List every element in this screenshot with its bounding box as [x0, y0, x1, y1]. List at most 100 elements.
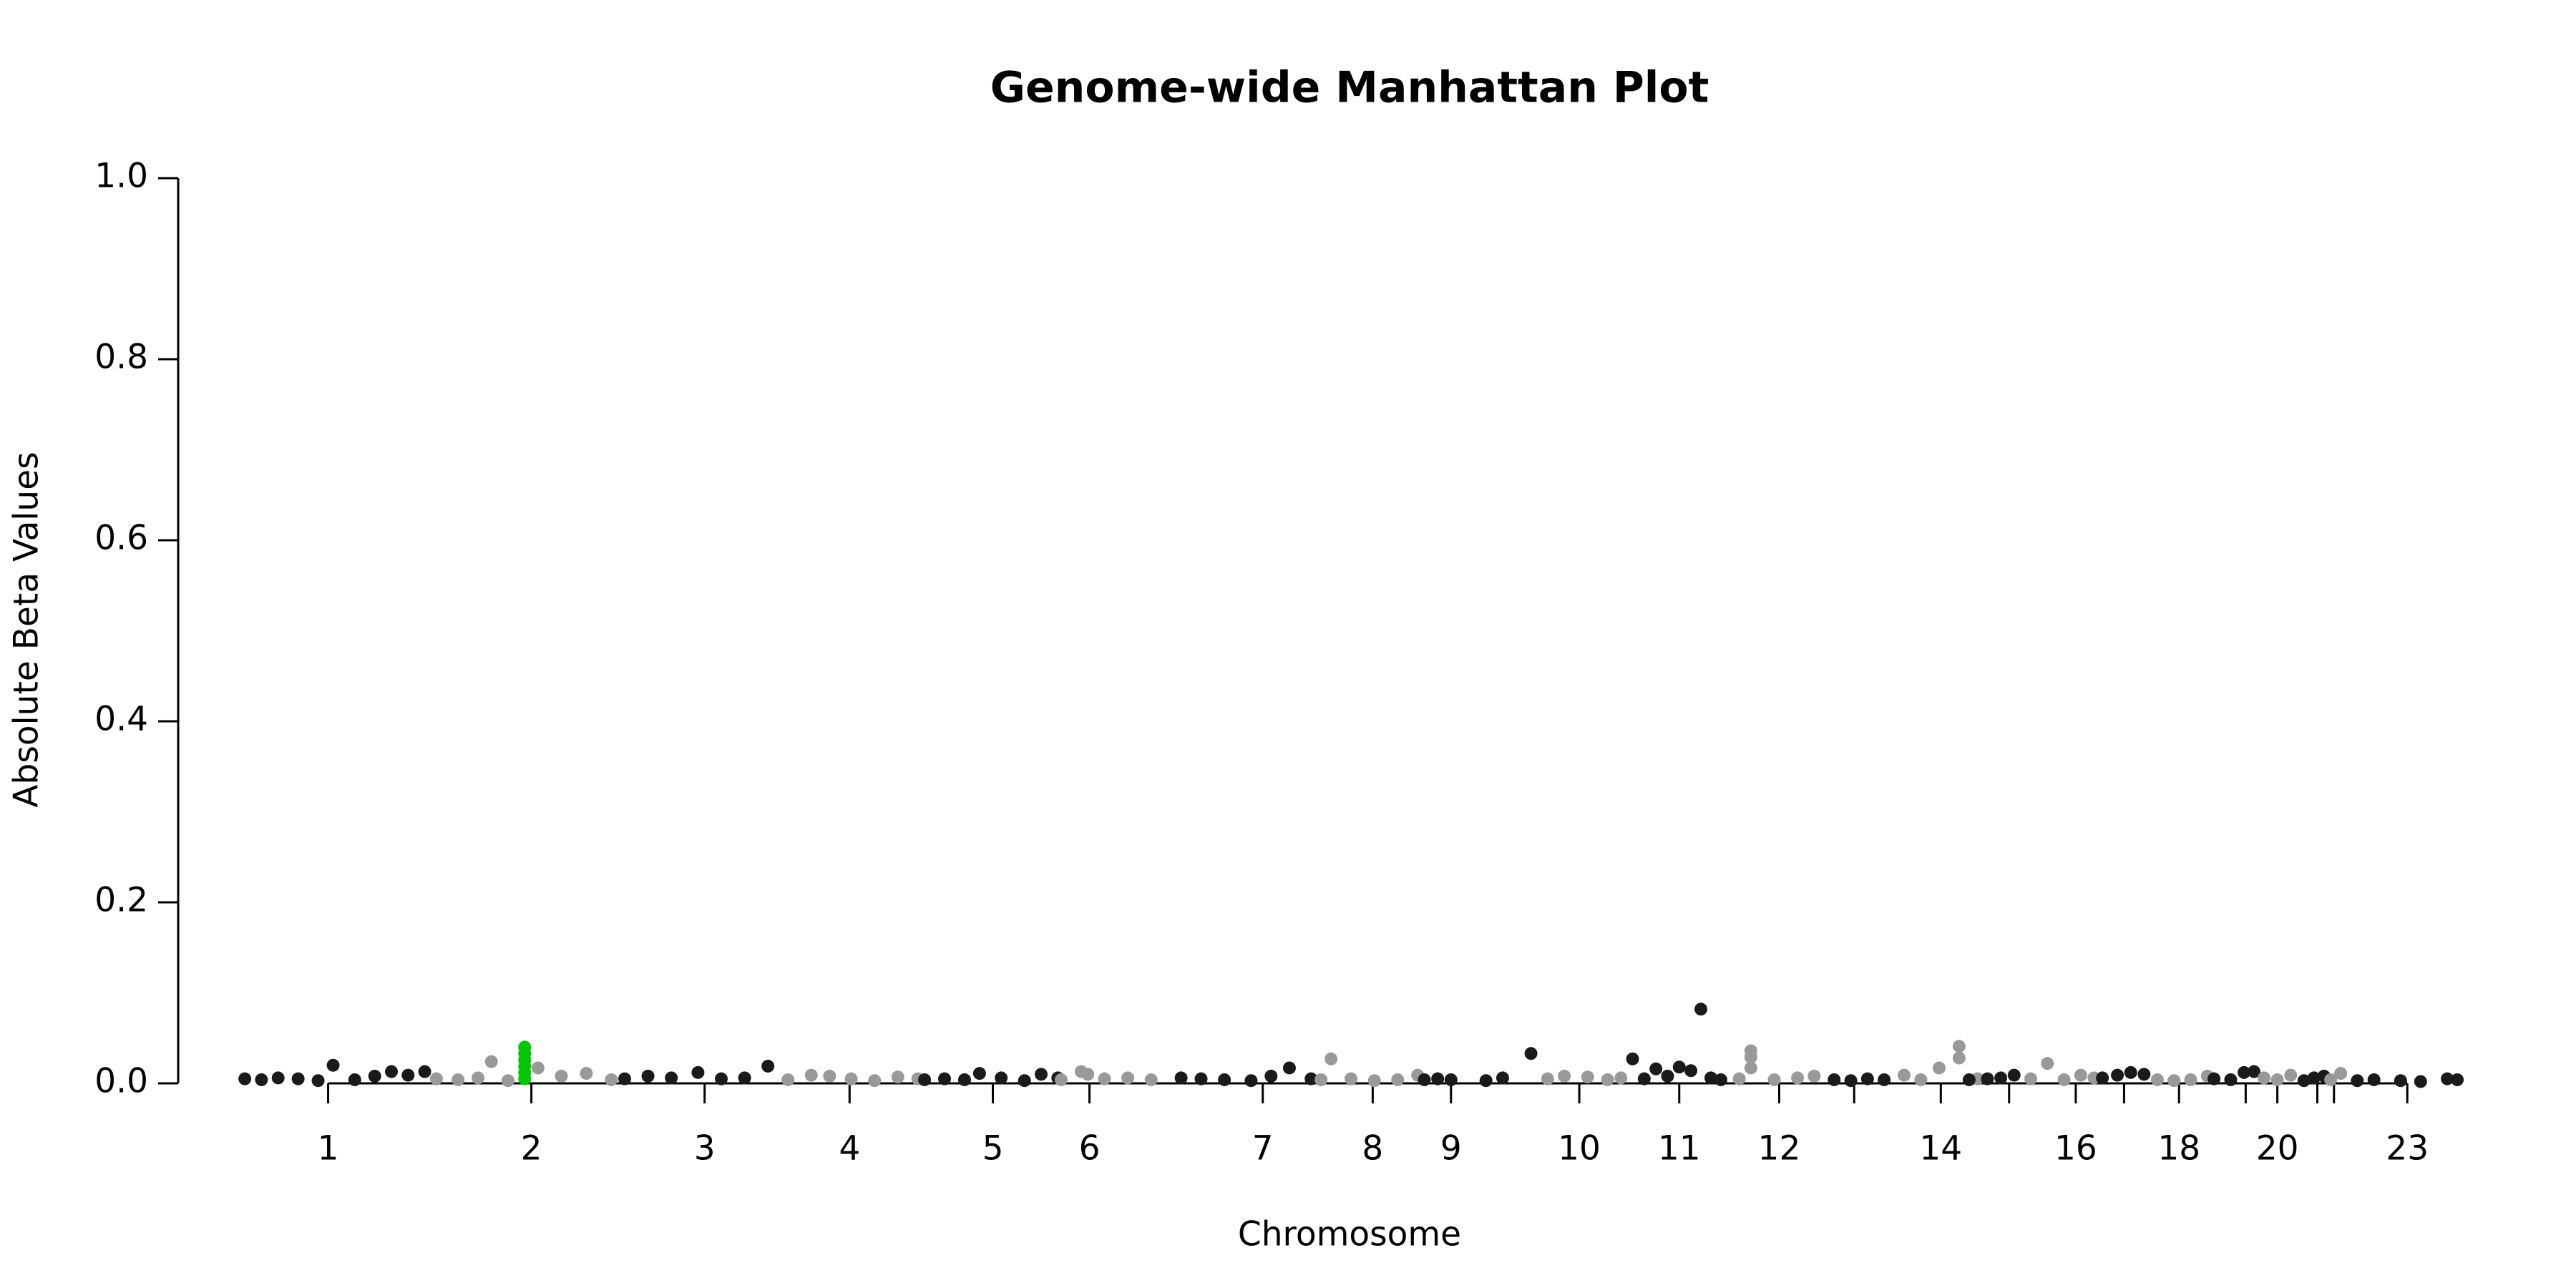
data-point: [2041, 1057, 2054, 1070]
data-point: [271, 1071, 285, 1085]
data-point: [781, 1073, 795, 1086]
data-point: [1994, 1071, 2008, 1085]
x-tick-label: 12: [1758, 1129, 1801, 1169]
data-point: [2111, 1068, 2124, 1082]
data-point: [605, 1073, 618, 1086]
data-point: [1541, 1072, 1554, 1085]
data-point: [995, 1071, 1008, 1085]
y-tick-label: 0.0: [94, 1062, 148, 1101]
data-point: [1694, 1002, 1708, 1016]
data-point: [2124, 1065, 2137, 1079]
data-point: [1860, 1072, 1874, 1085]
data-point: [2074, 1068, 2087, 1082]
data-point: [1194, 1072, 1208, 1085]
data-point: [1054, 1073, 1068, 1086]
data-point: [1878, 1073, 1891, 1086]
data-point: [1601, 1073, 1614, 1086]
data-point: [1121, 1071, 1135, 1085]
data-point: [823, 1069, 836, 1083]
data-point: [1828, 1073, 1841, 1086]
data-point: [1174, 1071, 1188, 1085]
data-point: [368, 1069, 381, 1083]
data-point: [691, 1065, 705, 1079]
data-point: [1637, 1072, 1651, 1085]
data-point: [1626, 1052, 1639, 1065]
data-point: [1981, 1072, 1994, 1085]
data-point: [761, 1059, 775, 1073]
data-point: [1144, 1073, 1158, 1086]
y-tick-label: 0.6: [94, 519, 148, 558]
y-tick-label: 0.2: [94, 881, 148, 920]
x-tick-label: 18: [2157, 1129, 2200, 1169]
data-point: [1791, 1071, 1805, 1085]
data-point: [844, 1072, 858, 1085]
data-point: [1524, 1047, 1538, 1060]
data-point: [618, 1072, 631, 1085]
x-tick-label: 6: [1079, 1129, 1101, 1169]
x-tick-label: 8: [1362, 1129, 1383, 1169]
x-tick-label: 10: [1558, 1129, 1601, 1169]
x-tick-label: 16: [2054, 1129, 2097, 1169]
data-point: [1844, 1074, 1858, 1088]
data-point: [2007, 1068, 2021, 1082]
data-point: [938, 1072, 951, 1085]
data-point: [2284, 1068, 2298, 1082]
x-tick-label: 20: [2256, 1129, 2299, 1169]
data-point: [1479, 1074, 1493, 1088]
data-point: [255, 1073, 268, 1086]
data-point: [1282, 1061, 1296, 1075]
data-point: [2150, 1073, 2164, 1086]
data-point: [1614, 1071, 1628, 1085]
data-point: [1098, 1072, 1111, 1085]
x-tick-label: 2: [521, 1129, 542, 1169]
data-point: [291, 1072, 305, 1085]
data-point: [1264, 1069, 1278, 1083]
data-point: [1932, 1061, 1946, 1075]
data-point: [1807, 1069, 1821, 1083]
x-tick-label: 5: [982, 1129, 1004, 1169]
data-point: [2024, 1072, 2038, 1085]
data-point: [2307, 1071, 2321, 1085]
data-point: [1431, 1072, 1445, 1085]
data-point: [2441, 1072, 2454, 1085]
x-tick-label: 4: [839, 1129, 860, 1169]
data-point: [348, 1073, 361, 1086]
data-point: [429, 1072, 443, 1085]
y-tick-label: 0.8: [94, 338, 148, 377]
data-point: [1218, 1073, 1231, 1086]
data-point: [311, 1074, 325, 1088]
data-point: [1744, 1050, 1757, 1064]
data-point: [1496, 1071, 1509, 1085]
data-point: [1304, 1072, 1318, 1085]
x-tick-label: 7: [1252, 1129, 1274, 1169]
data-point: [1684, 1064, 1698, 1078]
data-point: [2096, 1071, 2109, 1085]
data-point: [1018, 1074, 1031, 1088]
data-point: [501, 1074, 514, 1088]
data-point: [1444, 1073, 1458, 1086]
data-point: [804, 1068, 818, 1082]
data-point: [2297, 1074, 2311, 1088]
y-axis-label: Absolute Beta Values: [7, 452, 47, 807]
data-point: [531, 1061, 545, 1075]
x-tick-label: 14: [1919, 1129, 1962, 1169]
data-point: [2451, 1073, 2464, 1086]
data-point: [1914, 1073, 1928, 1086]
y-tick-label: 1.0: [94, 157, 148, 196]
data-point: [2137, 1068, 2151, 1081]
data-point: [518, 1072, 532, 1085]
data-point: [1581, 1070, 1594, 1084]
data-point: [957, 1073, 971, 1086]
data-point: [472, 1071, 485, 1085]
data-point: [1324, 1052, 1338, 1065]
data-point: [1345, 1072, 1358, 1085]
data-point: [385, 1065, 399, 1078]
data-point: [1767, 1073, 1781, 1086]
data-point: [484, 1055, 498, 1068]
data-point: [401, 1068, 415, 1082]
x-axis-label: Chromosome: [1238, 1215, 1461, 1254]
data-point: [2270, 1073, 2284, 1086]
data-point: [891, 1070, 904, 1084]
